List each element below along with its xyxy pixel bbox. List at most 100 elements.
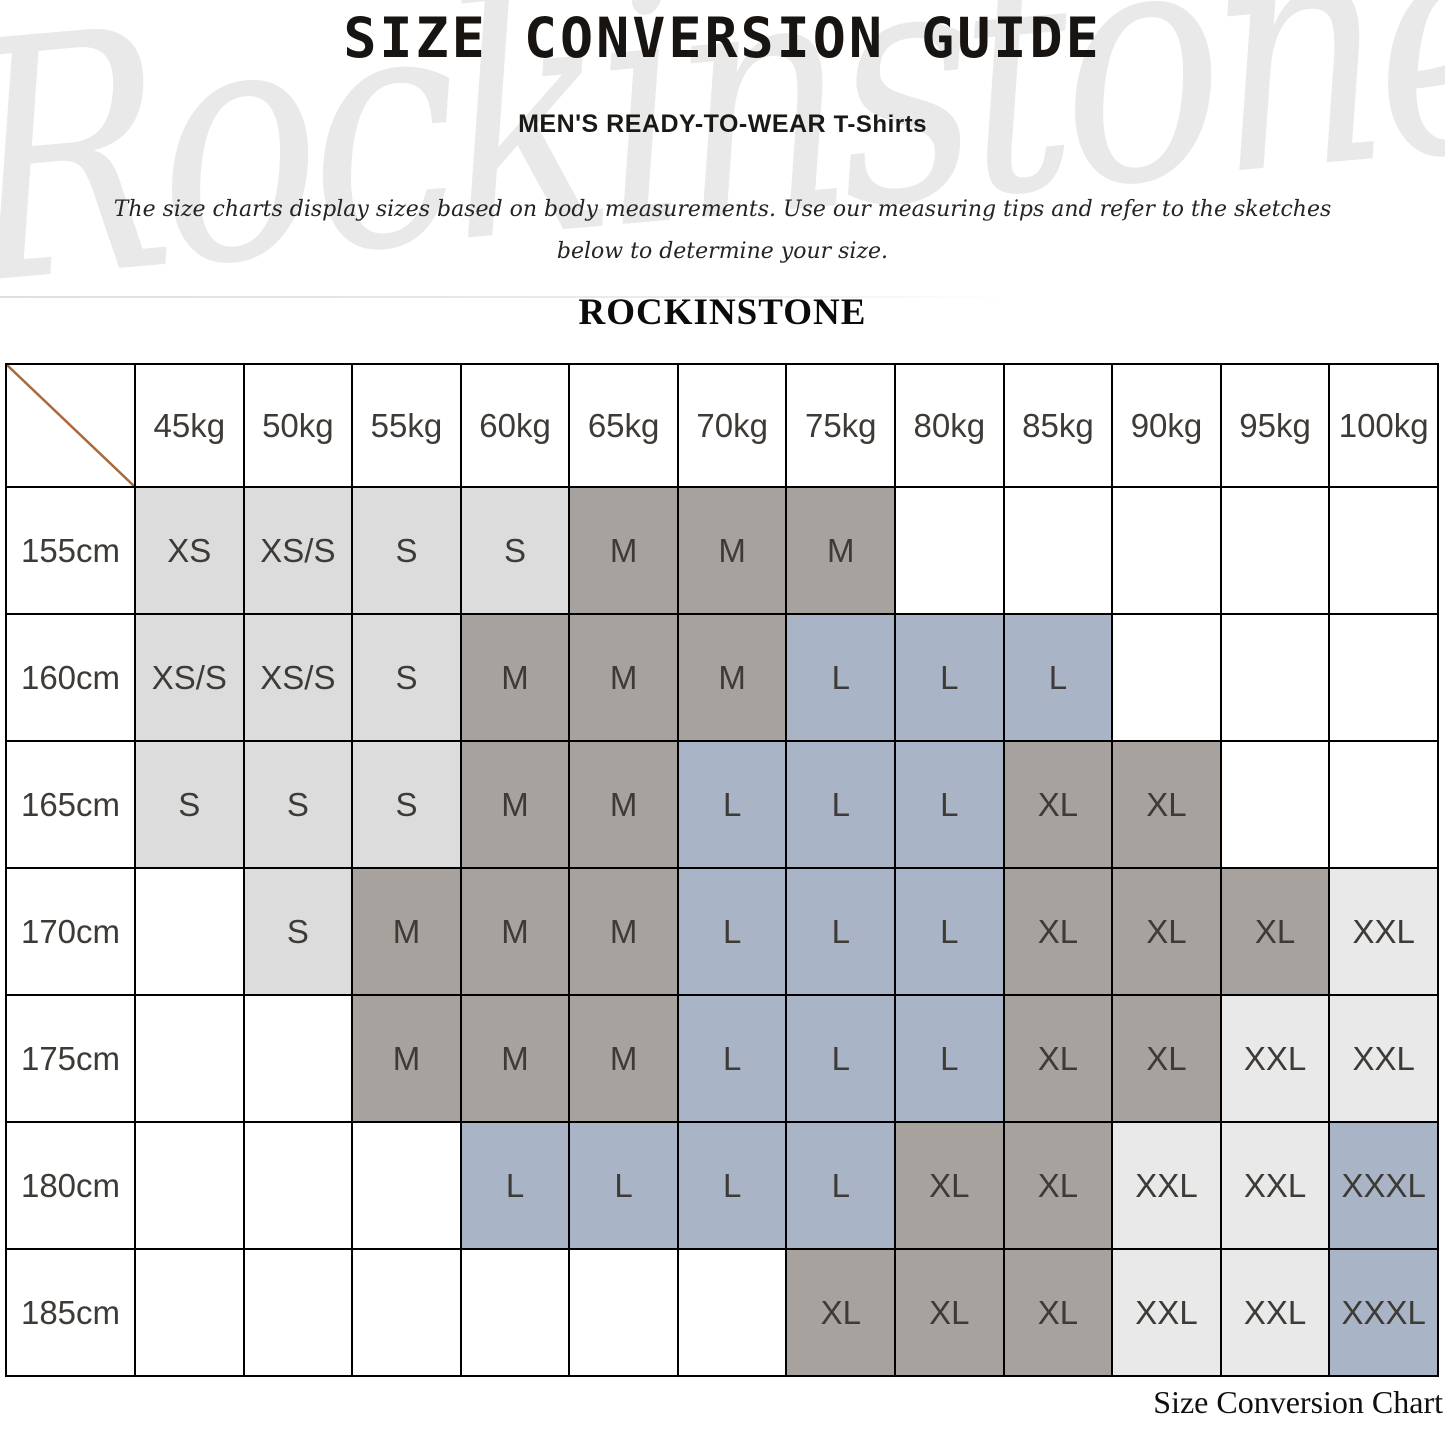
- height-label-cell: 155cm: [5, 486, 136, 615]
- weight-header-cell: 100kg: [1328, 363, 1439, 488]
- size-cell: XL: [1002, 867, 1114, 996]
- size-cell: XL: [1002, 994, 1114, 1123]
- height-label-cell: 180cm: [5, 1121, 136, 1250]
- table-row: 160cm XS/S XS/S S M M M L L L: [5, 613, 1439, 742]
- size-cell: XXXL: [1328, 1121, 1439, 1250]
- size-cell: M: [351, 994, 462, 1123]
- size-cell: L: [676, 740, 788, 869]
- size-cell: S: [351, 486, 462, 615]
- weight-header-cell: 50kg: [242, 363, 354, 488]
- empty-cell: [351, 1121, 462, 1250]
- size-cell: XL: [1111, 994, 1222, 1123]
- size-cell: L: [676, 994, 788, 1123]
- size-cell: S: [134, 740, 245, 869]
- size-cell: L: [785, 740, 897, 869]
- size-cell: XL: [1219, 867, 1331, 996]
- weight-header-cell: 55kg: [351, 363, 462, 488]
- height-label-cell: 170cm: [5, 867, 136, 996]
- empty-cell: [1328, 486, 1439, 615]
- size-cell: XL: [785, 1248, 897, 1377]
- size-cell: L: [785, 613, 897, 742]
- empty-cell: [134, 1248, 245, 1377]
- table-row: 165cm S S S M M L L L XL XL: [5, 740, 1439, 869]
- empty-cell: [1328, 740, 1439, 869]
- size-cell: M: [459, 994, 571, 1123]
- size-cell: XL: [1111, 740, 1222, 869]
- size-cell: XL: [894, 1121, 1005, 1250]
- empty-cell: [894, 486, 1005, 615]
- size-cell: L: [676, 1121, 788, 1250]
- size-conversion-table: 45kg 50kg 55kg 60kg 65kg 70kg 75kg 80kg 85kg 90kg…: [5, 363, 1439, 1377]
- empty-cell: [351, 1248, 462, 1377]
- empty-cell: [459, 1248, 571, 1377]
- size-cell: L: [894, 994, 1005, 1123]
- size-cell: XXL: [1328, 867, 1439, 996]
- empty-cell: [134, 994, 245, 1123]
- table-row: 185cm XL XL XL XXL XXL XXXL: [5, 1248, 1439, 1377]
- height-label-cell: 160cm: [5, 613, 136, 742]
- size-cell: XL: [894, 1248, 1005, 1377]
- empty-cell: [1002, 486, 1114, 615]
- empty-cell: [568, 1248, 679, 1377]
- size-cell: XL: [1002, 1248, 1114, 1377]
- weight-header-cell: 95kg: [1219, 363, 1331, 488]
- height-label-cell: 175cm: [5, 994, 136, 1123]
- size-cell: XL: [1002, 1121, 1114, 1250]
- table-row: 175cm M M M L L L XL XL XXL XXL: [5, 994, 1439, 1123]
- weight-header-cell: 60kg: [459, 363, 571, 488]
- weight-header-cell: 80kg: [894, 363, 1005, 488]
- weight-header-cell: 90kg: [1111, 363, 1222, 488]
- size-cell: L: [894, 613, 1005, 742]
- empty-cell: [1111, 613, 1222, 742]
- empty-cell: [1219, 486, 1331, 615]
- size-cell: S: [459, 486, 571, 615]
- height-label-cell: 165cm: [5, 740, 136, 869]
- size-cell: M: [459, 740, 571, 869]
- page-subtitle: MEN'S READY-TO-WEAR T-Shirts: [0, 110, 1445, 139]
- size-cell: L: [785, 867, 897, 996]
- weight-header-cell: 45kg: [134, 363, 245, 488]
- empty-cell: [1219, 740, 1331, 869]
- description-line-2: below to determine your size.: [556, 239, 889, 264]
- size-cell: XL: [1002, 740, 1114, 869]
- weight-header-cell: 65kg: [568, 363, 679, 488]
- empty-cell: [134, 1121, 245, 1250]
- empty-cell: [134, 867, 245, 996]
- size-cell: M: [676, 613, 788, 742]
- size-cell: L: [1002, 613, 1114, 742]
- empty-cell: [242, 1248, 354, 1377]
- size-cell: XL: [1111, 867, 1222, 996]
- subtitle-main: MEN'S READY-TO-WEAR: [518, 110, 827, 138]
- table-row: 170cm S M M M L L L XL XL XL XXL: [5, 867, 1439, 996]
- size-cell: L: [676, 867, 788, 996]
- divider-line: [0, 296, 1010, 298]
- size-cell: XXL: [1328, 994, 1439, 1123]
- empty-cell: [242, 994, 354, 1123]
- brand-name: ROCKINSTONE: [578, 292, 867, 333]
- empty-cell: [1219, 613, 1331, 742]
- page-title: SIZE CONVERSION GUIDE: [343, 6, 1102, 70]
- description-line-1: The size charts display sizes based on b…: [113, 197, 1332, 222]
- size-cell: M: [785, 486, 897, 615]
- size-cell: XS: [134, 486, 245, 615]
- size-cell: XS/S: [134, 613, 245, 742]
- description-text: The size charts display sizes based on b…: [0, 189, 1445, 273]
- size-cell: L: [894, 867, 1005, 996]
- size-cell: XXL: [1219, 994, 1331, 1123]
- weight-header-cell: 70kg: [676, 363, 788, 488]
- empty-cell: [1328, 613, 1439, 742]
- size-cell: XS/S: [242, 613, 354, 742]
- footer-caption: Size Conversion Chart: [1153, 1384, 1443, 1420]
- size-cell: L: [894, 740, 1005, 869]
- size-cell: M: [568, 867, 679, 996]
- corner-cell: [5, 363, 136, 488]
- size-cell: S: [351, 740, 462, 869]
- size-cell: S: [242, 867, 354, 996]
- size-cell: M: [568, 740, 679, 869]
- size-cell: XXL: [1219, 1121, 1331, 1250]
- size-cell: M: [351, 867, 462, 996]
- size-cell: L: [459, 1121, 571, 1250]
- table-row: 180cm L L L L XL XL XXL XXL XXXL: [5, 1121, 1439, 1250]
- size-cell: XXL: [1111, 1121, 1222, 1250]
